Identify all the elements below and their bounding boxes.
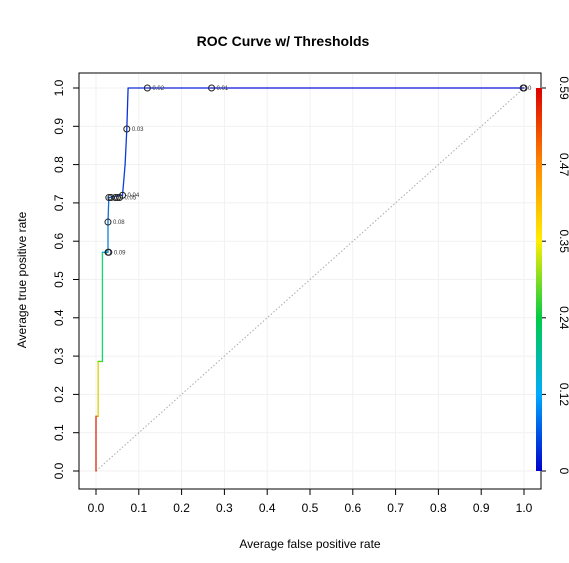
threshold-marker (105, 248, 113, 256)
curve-segment (107, 196, 110, 223)
y-tick-label: 0.3 (52, 347, 66, 364)
threshold-marker (208, 84, 216, 92)
chart-title: ROC Curve w/ Thresholds (197, 33, 370, 49)
threshold-label: 0 (528, 86, 532, 92)
threshold-label: 0.01 (217, 86, 229, 92)
y-tick-label: 0.5 (52, 271, 66, 288)
grid (80, 74, 540, 488)
y-tick-label: 0.9 (52, 118, 66, 135)
y-tick-label: 0.0 (52, 462, 66, 479)
colorbar-label: 0 (557, 468, 569, 475)
y-axis-label: Average true positive rate (15, 211, 29, 348)
y-tick-label: 0.6 (52, 233, 66, 250)
axes: 0.0 0.1 0.2 0.3 0.4 0.5 0.6 0.7 0.8 0.9 1.0 0.0 0.1 0… (52, 79, 533, 515)
y-tick-label: 0.1 (52, 424, 66, 441)
x-tick-label: 0.0 (88, 501, 105, 515)
x-tick-label: 0.6 (344, 501, 361, 515)
threshold-points: 0.09 0.08 0.050.04 0.03 0.02 0.01 0 (104, 84, 532, 256)
x-tick-label: 1.0 (516, 501, 533, 515)
threshold-marker (520, 84, 528, 92)
threshold-label: 0.05 (125, 196, 137, 202)
curve-segment (121, 163, 126, 196)
threshold-label: 0.04 (128, 193, 140, 199)
threshold-marker (104, 218, 112, 226)
x-tick-label: 0.3 (216, 501, 233, 515)
x-tick-label: 0.5 (302, 501, 319, 515)
threshold-marker (123, 125, 131, 133)
roc-curve (95, 87, 525, 472)
diagonal-reference (95, 87, 525, 472)
curve-segment (126, 87, 129, 130)
threshold-marker (119, 191, 127, 199)
threshold-label: 0.03 (132, 127, 144, 133)
y-tick-label: 1.0 (52, 79, 66, 96)
threshold-marker (111, 194, 119, 202)
x-tick-label: 0.2 (173, 501, 190, 515)
x-tick-label: 0.7 (387, 501, 404, 515)
x-axis-label: Average false positive rate (239, 537, 381, 551)
y-tick-label: 0.2 (52, 386, 66, 403)
threshold-marker (143, 84, 151, 92)
y-tick-label: 0.8 (52, 156, 66, 173)
x-tick-label: 0.1 (130, 501, 147, 515)
x-tick-label: 0.9 (473, 501, 490, 515)
colorbar-label: 0.47 (557, 153, 569, 177)
colorbar-label: 0.24 (557, 306, 569, 330)
colorbar-label: 0.35 (557, 230, 569, 254)
threshold-label: 0.09 (114, 250, 126, 256)
curve-segment (124, 128, 128, 166)
y-tick-label: 0.4 (52, 309, 66, 326)
colorbar-label: 0.12 (557, 383, 569, 407)
threshold-label: 0.02 (152, 86, 164, 92)
colorbar-strip (536, 88, 542, 471)
colorbar: 0 0.12 0.24 0.35 0.47 0.59 (536, 76, 569, 475)
threshold-label: 0.08 (113, 220, 125, 226)
x-tick-label: 0.8 (430, 501, 447, 515)
y-tick-label: 0.7 (52, 194, 66, 211)
colorbar-label: 0.59 (557, 76, 569, 100)
x-tick-label: 0.4 (259, 501, 276, 515)
